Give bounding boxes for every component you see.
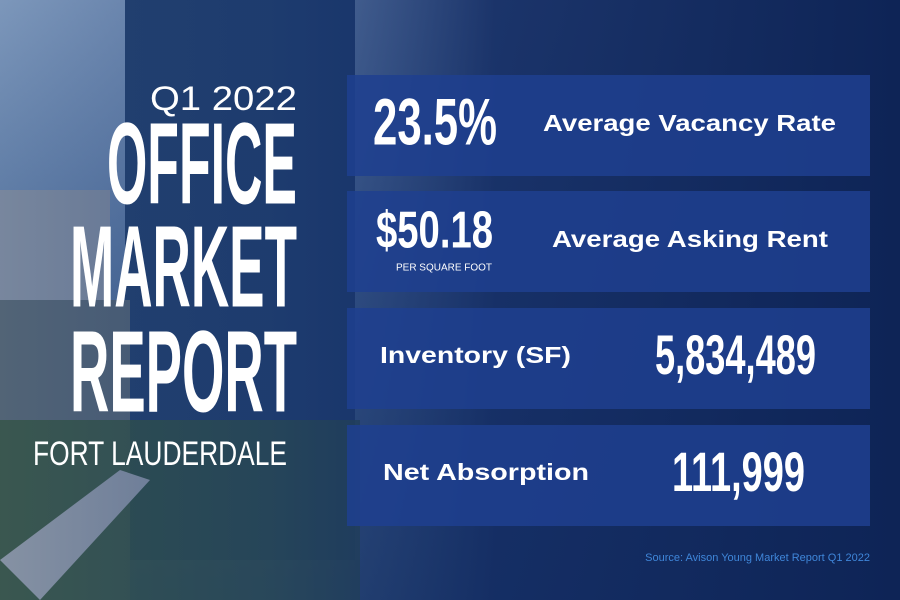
stat-card (347, 425, 870, 526)
stat-value: 23.5% (373, 84, 497, 158)
stat-card (347, 75, 870, 176)
stat-card (347, 308, 870, 409)
title-line: MARKET (70, 202, 297, 332)
stat-label: Net Absorption (383, 459, 589, 485)
stat-label: Average Asking Rent (552, 226, 828, 252)
period: Q1 2022 (150, 80, 297, 118)
stat-value: $50.18 (376, 202, 493, 260)
source: Source: Avison Young Market Report Q1 20… (645, 552, 870, 564)
stat-label: Inventory (SF) (380, 342, 571, 368)
stat-note: PER SQUARE FOOT (396, 263, 492, 274)
title-line: OFFICE (107, 99, 297, 229)
cards: 23.5% Average Vacancy Rate $50.18 Average A… (347, 75, 870, 526)
stat-label: Average Vacancy Rate (543, 110, 836, 136)
stat-card (347, 191, 870, 292)
stat-value: 5,834,489 (655, 323, 816, 386)
title-line: REPORT (70, 307, 297, 437)
location: FORT LAUDERDALE (33, 435, 287, 473)
stat-value: 111,999 (672, 440, 805, 503)
